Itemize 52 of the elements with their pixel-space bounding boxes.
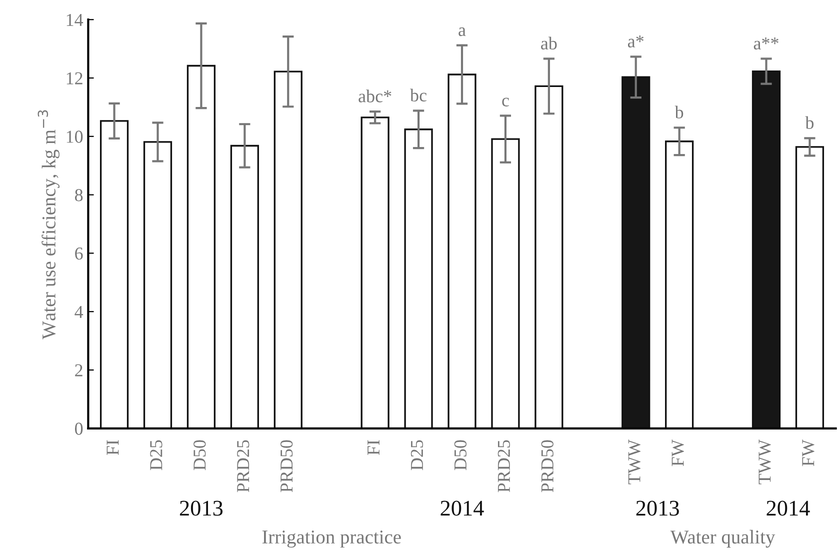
bar — [665, 140, 694, 428]
bar — [491, 138, 520, 428]
data-label: c — [502, 98, 509, 106]
x-tick-label: FI — [368, 440, 380, 456]
data-label: abc* — [358, 90, 392, 102]
bar — [622, 76, 650, 428]
y-tick-label: 0 — [75, 422, 83, 435]
x-tick-label: PRD50 — [280, 440, 293, 492]
x-tick-label: D50 — [454, 440, 467, 470]
bar — [143, 141, 172, 428]
data-label: ab — [541, 36, 557, 50]
x-tick-label: D25 — [150, 440, 162, 470]
y-tick-label: 8 — [75, 189, 83, 202]
bar — [534, 85, 564, 428]
data-label: a — [458, 27, 466, 36]
data-label: a** — [754, 38, 778, 50]
bar — [795, 146, 824, 428]
y-tick-label: 6 — [75, 248, 83, 260]
text: Irrigation practice — [262, 530, 401, 548]
x-tick-label: TWW — [628, 440, 640, 484]
y-tick-label: 10 — [66, 130, 83, 143]
x-tick-label: FW — [802, 440, 814, 466]
text: 2013 — [636, 500, 679, 516]
x-tick-label: TWW — [758, 440, 771, 484]
x-tick-label: D25 — [410, 440, 424, 470]
bar — [752, 70, 781, 428]
bar — [404, 128, 433, 428]
x-tick-label: FW — [672, 440, 684, 466]
data-label: b — [674, 106, 684, 118]
y-tick-label: 4 — [74, 306, 84, 318]
y-tick-label: 2 — [75, 364, 82, 376]
data-label: b — [805, 116, 814, 129]
y-tick-label: 12 — [66, 72, 82, 84]
y-tick-label: 14 — [66, 14, 84, 26]
bar — [230, 144, 259, 428]
data-label: bc — [410, 88, 426, 102]
text: 2013 — [180, 500, 223, 516]
x-tick-label: PRD50 — [541, 440, 554, 492]
text: 2014 — [766, 500, 810, 516]
x-tick-label: FI — [106, 440, 119, 456]
bar — [186, 64, 216, 428]
y-axis-title: Water use efficiency, kg m$^{−3}$ — [38, 110, 60, 340]
data-label: a* — [628, 35, 644, 48]
bar — [100, 120, 129, 428]
text: 2014 — [440, 500, 484, 516]
bar — [448, 74, 476, 428]
x-tick-label: PRD25 — [498, 440, 510, 492]
x-tick-label: D50 — [194, 440, 206, 470]
x-tick-label: PRD25 — [237, 440, 250, 492]
bar — [274, 70, 302, 428]
text: Water quality — [670, 530, 776, 548]
bar — [360, 116, 390, 428]
